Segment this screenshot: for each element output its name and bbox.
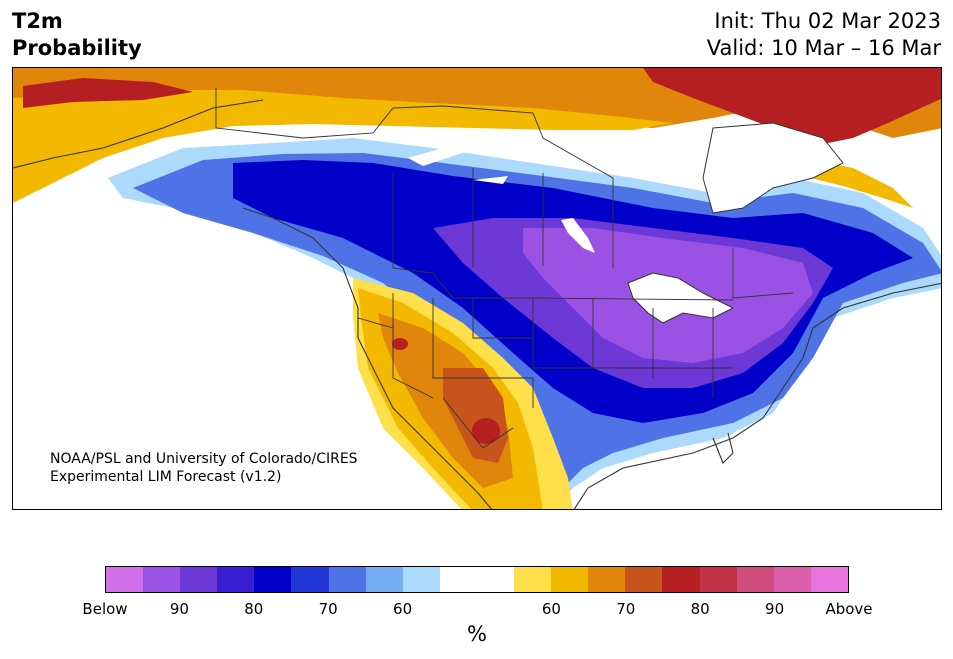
great-slave-lake [408, 146, 483, 166]
title-type: Probability [12, 36, 142, 60]
colorbar-segment [773, 567, 811, 592]
credit-line-2: Experimental LIM Forecast (v1.2) [50, 469, 281, 485]
map-title: T2m Probability [12, 8, 142, 62]
colorbar-segment [328, 567, 366, 592]
colorbar-tick-label: Above [825, 600, 873, 618]
political-borders [215, 88, 794, 449]
colorbar-segment [625, 567, 663, 592]
colorbar-segment [254, 567, 292, 592]
colorbar-segment [699, 567, 737, 592]
colorbar-segment [514, 567, 552, 592]
title-variable: T2m [12, 9, 63, 33]
colorbar [105, 566, 849, 593]
colorbar-segment [365, 567, 403, 592]
colorbar-tick-label: 60 [393, 600, 413, 618]
colorbar-segment [180, 567, 218, 592]
init-date: Init: Thu 02 Mar 2023 [714, 9, 941, 33]
colorbar-tick-label: 70 [616, 600, 636, 618]
credit-line-1: NOAA/PSL and University of Colorado/CIRE… [50, 451, 358, 467]
north-warm-yellow [13, 90, 673, 203]
colorbar-segment [106, 567, 144, 592]
map-panel: NOAA/PSL and University of Colorado/CIRE… [12, 67, 942, 510]
sw-warm-red-core [472, 418, 500, 444]
nw-canada-red [643, 68, 941, 146]
colorbar-segment [291, 567, 329, 592]
hudson-bay [702, 122, 844, 214]
coastlines [13, 99, 941, 509]
colorbar-segment [662, 567, 700, 592]
colorbar-tick-label: 90 [765, 600, 785, 618]
colorbar-segment [476, 567, 515, 592]
colorbar-tick-label: 70 [318, 600, 338, 618]
colorbar-segment [402, 567, 440, 592]
colorbar-segment [551, 567, 589, 592]
lake-winnipeg [561, 218, 595, 253]
colorbar-segment [736, 567, 774, 592]
colorbar-tick-label: 90 [169, 600, 189, 618]
colorbar-segment [810, 567, 848, 592]
alaska-red [23, 78, 193, 108]
sw-warm-red-small [392, 338, 408, 350]
lake-athabasca [473, 176, 508, 184]
colorbar-tick-label: 60 [541, 600, 561, 618]
colorbar-tick-label: Below [82, 600, 128, 618]
colorbar-segment [588, 567, 626, 592]
valid-range: Valid: 10 Mar – 16 Mar [706, 36, 941, 60]
forecast-dates: Init: Thu 02 Mar 2023 Valid: 10 Mar – 16… [707, 8, 941, 62]
colorbar-segment [217, 567, 255, 592]
colorbar-unit: % [467, 622, 487, 646]
colorbar-segment [439, 567, 477, 592]
probability-map: NOAA/PSL and University of Colorado/CIRE… [13, 68, 941, 509]
colorbar-segment [143, 567, 181, 592]
colorbar-tick-label: 80 [690, 600, 710, 618]
colorbar-tick-label: 80 [244, 600, 264, 618]
